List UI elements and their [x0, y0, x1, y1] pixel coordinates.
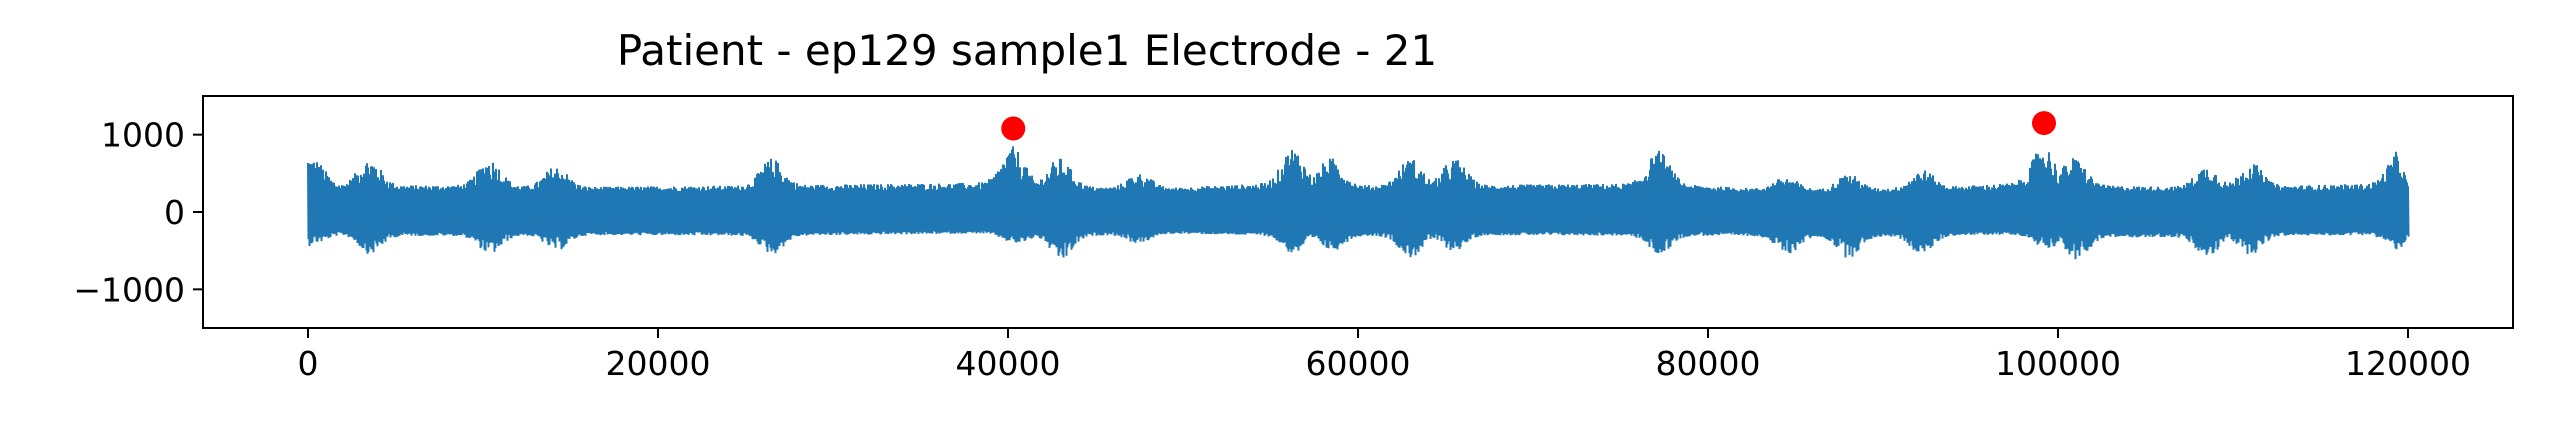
y-tick-label: −1000 — [73, 270, 185, 309]
y-tick-label: 0 — [164, 193, 185, 232]
spike-marker — [1001, 116, 1026, 141]
x-tick-label: 100000 — [1995, 344, 2121, 383]
signal-trace — [307, 146, 2410, 260]
spike-marker — [2032, 111, 2056, 136]
x-tick-label: 40000 — [956, 344, 1061, 383]
x-tick-label: 0 — [298, 344, 319, 383]
y-tick-label: 1000 — [101, 116, 185, 155]
x-tick-label: 20000 — [606, 344, 711, 383]
x-tick-label: 60000 — [1306, 344, 1411, 383]
axes: 0 20000 40000 60000 80000 100000 120000 1000 0 −1… — [73, 95, 2514, 383]
x-tick-label: 120000 — [2345, 344, 2471, 383]
x-tick-label: 80000 — [1656, 344, 1761, 383]
plot-area — [307, 111, 2410, 260]
chart-title: Patient - ep129 sample1 Electrode - 21 — [617, 26, 1437, 75]
